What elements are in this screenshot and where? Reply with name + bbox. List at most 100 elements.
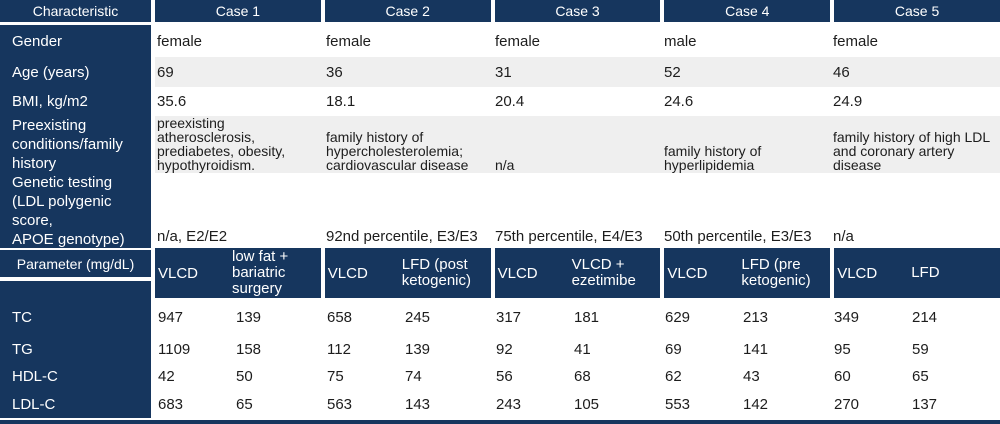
- table-cell: 158: [236, 340, 262, 358]
- table-cell: 181: [574, 308, 600, 326]
- table-cell: 349: [834, 308, 860, 326]
- table-cell: 92nd percentile, E3/E3: [326, 228, 478, 245]
- subcol-header-diet: LFD (post ketogenic): [401, 256, 472, 289]
- table-cell: 35.6: [157, 93, 187, 110]
- table-cell: 143: [405, 395, 431, 413]
- table-cell: 112: [327, 340, 351, 358]
- table-cell: 69: [157, 63, 174, 81]
- table-cell: 69: [665, 340, 682, 358]
- row-label-bmi: BMI, kg/m2: [0, 87, 155, 116]
- table-row-ldl-c: LDL-C 683 65 563 143 243 105 553 142 270…: [0, 390, 1000, 418]
- table-cell: 213: [743, 308, 769, 326]
- subheader-group-case-3: VLCD VLCD + ezetimibe: [494, 248, 661, 298]
- label-column-filler: [0, 281, 151, 298]
- table-cell: 41: [574, 340, 591, 358]
- table-cell: 92: [496, 340, 513, 358]
- col-header-case-1: Case 1: [155, 0, 321, 22]
- table-row-genetic-testing: Genetic testing (LDL polygenic score, AP…: [0, 173, 1000, 248]
- table-cell: family history of high LDL and coronary …: [833, 129, 991, 173]
- table-cell: 139: [405, 340, 431, 358]
- table-row-age: Age (years) 69 36 31 52 46: [0, 57, 1000, 87]
- table-cell: 68: [574, 367, 591, 385]
- bottom-border: [0, 420, 1000, 424]
- table-cell: 42: [158, 367, 175, 385]
- subcol-header-vlcd: VLCD: [837, 264, 878, 282]
- table-cell: 137: [912, 395, 938, 413]
- row-label-preexisting-conditions: Preexisting conditions/family history: [0, 116, 155, 173]
- table-cell: preexisting atherosclerosis, prediabetes…: [157, 115, 286, 173]
- table-cell: female: [157, 32, 203, 50]
- table-cell: 65: [236, 395, 253, 413]
- table-cell: 50: [236, 367, 253, 385]
- table-cell: 243: [496, 395, 522, 413]
- col-header-case-3: Case 3: [494, 0, 661, 22]
- table-cell: 62: [665, 367, 682, 385]
- table-cell: 245: [405, 308, 431, 326]
- table-cell: 43: [743, 367, 760, 385]
- subheader-group-case-5: VLCD LFD: [834, 248, 1000, 298]
- table-cell: female: [495, 32, 541, 50]
- table-cell: 629: [665, 308, 691, 326]
- col-header-case-2: Case 2: [324, 0, 491, 22]
- table-cell: 56: [496, 367, 513, 385]
- table-cell: 139: [236, 308, 262, 326]
- table-cell: 658: [327, 308, 353, 326]
- row-label-tc: TC: [0, 298, 155, 336]
- row-label-hdl-c: HDL-C: [0, 362, 155, 390]
- table-row-bmi: BMI, kg/m2 35.6 18.1 20.4 24.6 24.9: [0, 87, 1000, 116]
- parameter-header-row: Parameter (mg/dL) VLCD low fat + bariatr…: [0, 248, 1000, 298]
- parameter-subheaders: VLCD low fat + bariatric surgery VLCD LF…: [155, 248, 1000, 298]
- table-cell: female: [833, 32, 879, 50]
- table-cell: 60: [834, 367, 851, 385]
- table-cell: 317: [496, 308, 522, 326]
- table-cell: 74: [405, 367, 422, 385]
- table-cell: 142: [743, 395, 769, 413]
- subcol-header-vlcd: VLCD: [327, 264, 368, 282]
- table-cell: 20.4: [495, 93, 525, 110]
- parameter-header-label-cell: Parameter (mg/dL): [0, 248, 155, 298]
- table-cell: 75th percentile, E4/E3: [495, 228, 643, 245]
- subheader-group-case-4: VLCD LFD (pre ketogenic): [664, 248, 831, 298]
- subheader-group-case-2: VLCD LFD (post ketogenic): [324, 248, 491, 298]
- table-cell: 52: [664, 63, 681, 81]
- bottom-gap: [0, 418, 1000, 420]
- table-cell: 947: [158, 308, 184, 326]
- case-headers: Case 1 Case 2 Case 3 Case 4 Case 5: [155, 0, 1000, 22]
- row-label-parameter: Parameter (mg/dL): [0, 250, 151, 277]
- subcol-header-diet: LFD (pre ketogenic): [741, 256, 811, 289]
- col-header-characteristic: Characteristic: [0, 0, 155, 22]
- row-label-gender: Gender: [0, 25, 155, 57]
- table-cell: 141: [743, 340, 769, 358]
- table-row-tg: TG 1109 158 112 139 92 41 69 141 95 59: [0, 336, 1000, 362]
- subcol-header-diet: VLCD + ezetimibe: [571, 256, 636, 289]
- header-divider: [0, 22, 1000, 25]
- table-cell: 36: [326, 63, 343, 81]
- table-cell: 65: [912, 367, 929, 385]
- table-cell: 18.1: [326, 93, 356, 110]
- table-cell: family history of hypercholesterolemia; …: [326, 129, 469, 173]
- row-label-age: Age (years): [0, 57, 155, 87]
- table-cell: n/a: [495, 157, 515, 173]
- table-cell: 553: [665, 395, 691, 413]
- subcol-header-vlcd: VLCD: [667, 264, 708, 282]
- table-row-gender: Gender female female female male female: [0, 25, 1000, 57]
- table-cell: n/a, E2/E2: [157, 228, 228, 245]
- table-cell: 214: [912, 308, 938, 326]
- table-row-tc: TC 947 139 658 245 317 181 629 213 349 2…: [0, 298, 1000, 336]
- subheader-group-case-1: VLCD low fat + bariatric surgery: [155, 248, 321, 298]
- table-row-preexisting-conditions: Preexisting conditions/family history pr…: [0, 116, 1000, 173]
- table-cell: 59: [912, 340, 929, 358]
- table-header-row: Characteristic Case 1 Case 2 Case 3 Case…: [0, 0, 1000, 22]
- subcol-header-vlcd: VLCD: [158, 264, 199, 282]
- col-header-case-5: Case 5: [834, 0, 1000, 22]
- table-cell: 24.6: [664, 93, 694, 110]
- subcol-header-diet: LFD: [911, 264, 940, 281]
- table-cell: 1109: [158, 340, 191, 358]
- table-cell: 50th percentile, E3/E3: [664, 228, 812, 245]
- table-row-hdl-c: HDL-C 42 50 75 74 56 68 62 43 60 65: [0, 362, 1000, 390]
- table-cell: n/a: [833, 228, 854, 245]
- subcol-header-vlcd: VLCD: [497, 264, 538, 282]
- table-cell: 105: [574, 395, 600, 413]
- table-cell: 31: [495, 63, 512, 81]
